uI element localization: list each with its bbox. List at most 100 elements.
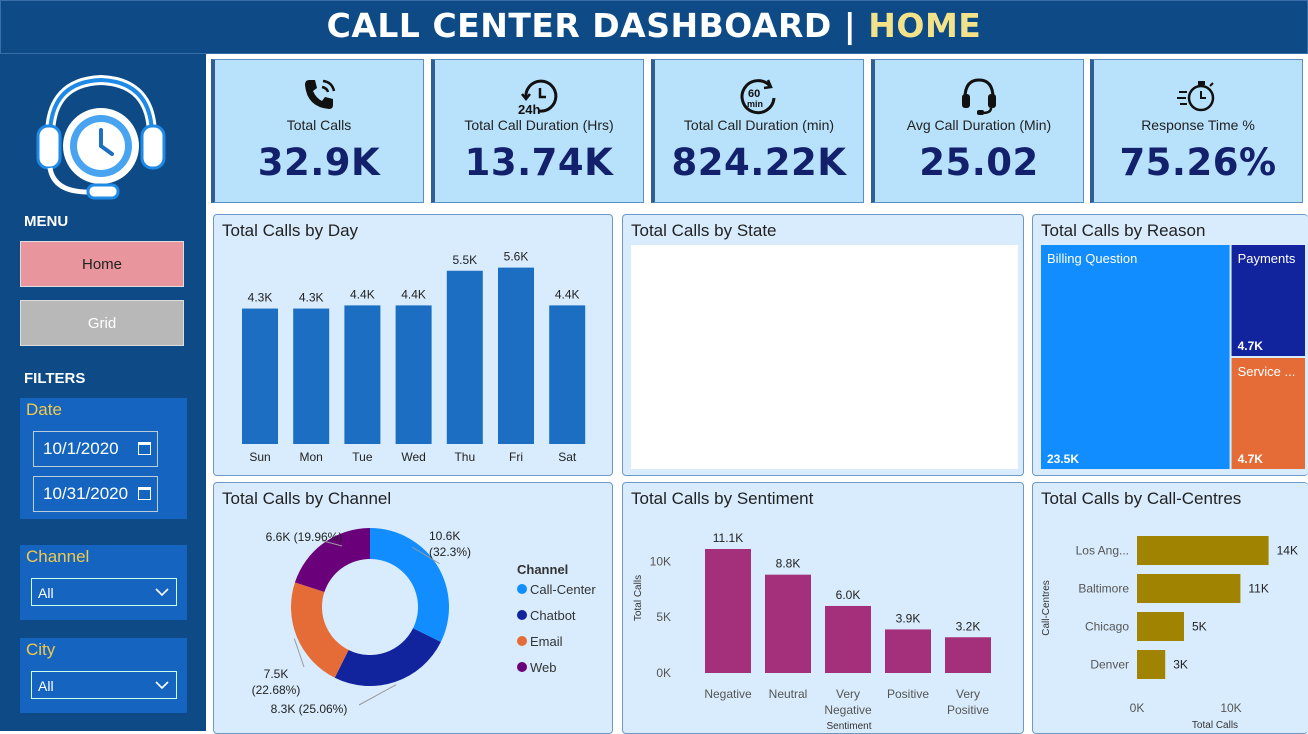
data-label: 6.6K (19.96%) [266, 530, 343, 544]
bar[interactable] [242, 308, 278, 444]
headset-icon [962, 78, 996, 115]
kpi-response-time: Response Time % 75.26% [1090, 59, 1303, 203]
kpi-value: 75.26% [1119, 141, 1277, 184]
legend-label: Chatbot [530, 608, 576, 623]
y-tick-label: 0K [656, 666, 671, 680]
headset-clock-icon [36, 74, 166, 200]
bar[interactable] [395, 305, 432, 444]
data-label: 4.4K [555, 287, 580, 301]
x-tick-label: 0K [1130, 701, 1145, 715]
chart-title: Total Calls by Call-Centres [1041, 489, 1242, 508]
bar[interactable] [446, 270, 483, 444]
state-map[interactable] [631, 245, 1018, 469]
x-tick-label: Sun [249, 450, 270, 464]
stopwatch-icon [1177, 81, 1215, 112]
calls-by-sentiment-chart: 0K 5K 10K Total Calls 11.1K Negative 8.8K Neutr… [633, 531, 991, 732]
bar[interactable] [825, 605, 871, 673]
leader-line [293, 638, 305, 668]
legend-marker[interactable] [517, 662, 527, 672]
calendar-icon[interactable] [138, 487, 151, 500]
phone-icon [305, 79, 336, 109]
kpi-label: Total Calls [286, 117, 352, 133]
donut-slice[interactable] [291, 582, 349, 678]
treemap-tile[interactable] [1231, 245, 1305, 356]
calls-by-reason-card: Total Calls by Reason Billing Question 23… [1032, 214, 1308, 476]
bar[interactable] [293, 308, 330, 444]
start-date-value: 10/1/2020 [43, 439, 119, 458]
calendar-icon[interactable] [138, 442, 151, 455]
tile-value: 4.7K [1238, 339, 1264, 353]
bar[interactable] [1137, 574, 1241, 603]
y-tick-label: Denver [1090, 658, 1129, 672]
kpi-avg-duration: Avg Call Duration (Min) 25.02 [871, 59, 1084, 203]
grid-button[interactable]: Grid [20, 300, 184, 346]
data-label: 10.6K [429, 529, 460, 543]
bar[interactable] [1137, 612, 1184, 641]
chart-title: Total Calls by Channel [222, 489, 392, 508]
start-date-input[interactable]: 10/1/2020 [33, 431, 158, 467]
kpi-total-duration-min: 60 min Total Call Duration (min) 824.22K [651, 59, 864, 203]
city-select[interactable]: All [31, 671, 177, 699]
tile-value: 23.5K [1047, 452, 1079, 466]
sidebar: MENU Home Grid FILTERS Date 10/1/2020 10… [0, 54, 206, 731]
filters-label: FILTERS [24, 370, 86, 387]
bar[interactable] [945, 637, 991, 673]
tile-label: Payments [1238, 251, 1296, 266]
chevron-down-icon [155, 588, 169, 597]
kpi-value: 824.22K [671, 141, 847, 184]
x-tick-label: Very [836, 687, 860, 701]
donut-slice[interactable] [334, 628, 441, 686]
x-tick-label: 10K [1220, 701, 1241, 715]
legend-label: Web [530, 660, 557, 675]
bar[interactable] [765, 574, 811, 673]
channel-select[interactable]: All [31, 578, 177, 606]
home-button[interactable]: Home [20, 241, 184, 287]
y-tick-label: Los Ang... [1076, 544, 1129, 558]
city-filter-label: City [26, 640, 56, 659]
end-date-input[interactable]: 10/31/2020 [33, 476, 158, 512]
calls-by-state-card: Total Calls by State [622, 214, 1024, 476]
kpi-total-calls: Total Calls 32.9K [211, 59, 424, 203]
kpi-label: Avg Call Duration (Min) [906, 117, 1052, 133]
x-axis-title: Sentiment [826, 721, 871, 732]
tile-label: Service ... [1238, 364, 1296, 379]
svg-text:60: 60 [748, 88, 760, 100]
data-label: 7.5K [264, 667, 289, 681]
date-filter-label: Date [26, 400, 62, 419]
x-tick-label: Thu [454, 450, 475, 464]
legend-label: Call-Center [530, 582, 596, 597]
svg-text:min: min [747, 99, 763, 109]
calls-by-day-card: Total Calls by Day 4.3K Sun 4.3K Mon 4.4K Tue… [213, 214, 613, 476]
legend-marker[interactable] [517, 636, 527, 646]
bar[interactable] [549, 305, 586, 444]
end-date-value: 10/31/2020 [43, 484, 129, 503]
legend-marker[interactable] [517, 610, 527, 620]
bar[interactable] [1137, 650, 1166, 679]
dashboard-title: CALL CENTER DASHBOARD | [326, 6, 869, 45]
legend-title: Channel [517, 562, 568, 577]
data-label: 5K [1192, 620, 1207, 634]
x-tick-label: Neutral [769, 687, 808, 701]
bar[interactable] [498, 267, 534, 444]
data-label: 8.3K (25.06%) [271, 702, 348, 716]
calls-by-sentiment-card: Total Calls by Sentiment 0K 5K 10K Total Ca… [622, 482, 1024, 734]
bar[interactable] [705, 549, 751, 673]
bar[interactable] [885, 629, 931, 673]
treemap-tile[interactable] [1231, 358, 1305, 469]
kpi-label: Total Call Duration (min) [683, 117, 835, 133]
x-tick-label: Negative [704, 687, 752, 701]
calls-by-channel-card: Total Calls by Channel 10.6K (32.3%) 8.3K … [213, 482, 613, 734]
chevron-down-icon [155, 681, 169, 690]
data-label: 3.2K [956, 619, 981, 633]
legend-marker[interactable] [517, 584, 527, 594]
bar[interactable] [344, 305, 381, 444]
donut-slice[interactable] [294, 528, 370, 593]
menu-label: MENU [24, 213, 69, 230]
kpi-value: 32.9K [257, 141, 381, 184]
bar[interactable] [1137, 536, 1269, 565]
calls-by-channel-donut: 10.6K (32.3%) 8.3K (25.06%) 7.5K (22.68%) 6.6… [252, 528, 596, 716]
treemap-tile[interactable] [1041, 245, 1230, 469]
chart-title: Total Calls by Reason [1041, 221, 1206, 240]
donut-slice[interactable] [370, 528, 449, 642]
data-label: 8.8K [776, 557, 801, 571]
